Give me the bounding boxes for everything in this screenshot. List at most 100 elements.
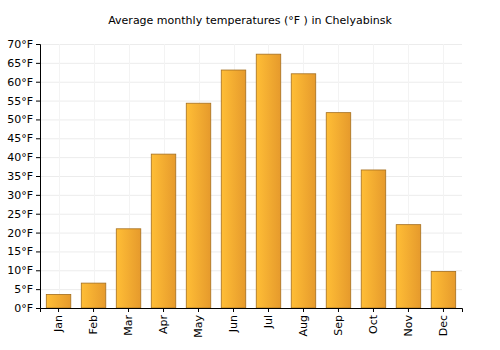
y-tick: 70°F xyxy=(7,38,40,51)
x-tick-mark xyxy=(93,308,94,312)
y-tick-mark xyxy=(36,157,40,158)
x-tick: Jun xyxy=(227,308,240,333)
grid-line xyxy=(40,101,462,102)
bar xyxy=(221,70,245,308)
y-tick: 25°F xyxy=(7,208,40,221)
y-tick-label: 0°F xyxy=(14,302,33,315)
y-tick-mark xyxy=(36,195,40,196)
y-tick: 10°F xyxy=(7,264,40,277)
x-tick-mark xyxy=(408,308,409,312)
x-axis-line xyxy=(41,309,463,313)
x-tick-mark xyxy=(58,308,59,312)
y-tick-label: 55°F xyxy=(7,95,33,108)
y-tick: 30°F xyxy=(7,189,40,202)
y-axis-line xyxy=(36,45,41,309)
x-tick-mark xyxy=(128,308,129,312)
x-tick-label: Sep xyxy=(332,315,345,336)
y-tick-label: 5°F xyxy=(14,283,33,296)
x-tick: Dec xyxy=(437,308,450,336)
y-tick-label: 20°F xyxy=(7,227,33,240)
y-tick-mark xyxy=(36,82,40,83)
y-tick-label: 15°F xyxy=(7,245,33,258)
y-tick: 55°F xyxy=(7,95,40,108)
x-tick: Jul xyxy=(262,308,275,329)
bar xyxy=(186,103,210,308)
grid-line xyxy=(40,138,462,139)
x-tick: Sep xyxy=(332,308,345,336)
y-tick: 50°F xyxy=(7,113,40,126)
bar xyxy=(396,225,420,308)
grid-line xyxy=(40,214,462,215)
x-tick-label: Feb xyxy=(87,315,100,334)
grid-line xyxy=(40,157,462,158)
y-tick-label: 70°F xyxy=(7,38,33,51)
grid-line xyxy=(40,44,462,45)
x-tick: Mar xyxy=(122,308,135,336)
y-tick: 45°F xyxy=(7,132,40,145)
y-tick-mark xyxy=(36,251,40,252)
bar xyxy=(431,271,455,308)
y-tick-mark xyxy=(36,308,40,309)
y-tick: 60°F xyxy=(7,76,40,89)
grid-line xyxy=(40,63,462,64)
y-tick-mark xyxy=(36,214,40,215)
y-tick-label: 35°F xyxy=(7,170,33,183)
x-tick-mark xyxy=(443,308,444,312)
bar xyxy=(256,54,280,308)
x-tick: May xyxy=(192,308,205,338)
y-tick: 20°F xyxy=(7,227,40,240)
x-tick-mark xyxy=(163,308,164,312)
plot: 0°F5°F10°F15°F20°F25°F30°F35°F40°F45°F50… xyxy=(7,38,462,338)
y-tick-label: 50°F xyxy=(7,113,33,126)
grid-line xyxy=(40,119,462,120)
x-tick-label: Aug xyxy=(297,315,310,336)
x-tick-mark xyxy=(233,308,234,312)
x-tick-mark xyxy=(198,308,199,312)
grid xyxy=(40,44,462,309)
bar xyxy=(46,294,70,308)
grid-line-vertical xyxy=(94,44,95,308)
x-tick: Aug xyxy=(297,308,310,336)
y-tick-label: 60°F xyxy=(7,76,33,89)
y-tick: 65°F xyxy=(7,57,40,70)
y-tick-label: 30°F xyxy=(7,189,33,202)
grid-line xyxy=(40,195,462,196)
y-tick: 0°F xyxy=(14,302,40,315)
y-tick-label: 45°F xyxy=(7,132,33,145)
x-tick-mark xyxy=(303,308,304,312)
x-tick: Feb xyxy=(87,308,100,334)
y-tick-mark xyxy=(36,233,40,234)
grid-line-vertical xyxy=(59,44,60,308)
grid-line-vertical xyxy=(443,44,444,308)
x-tick-label: May xyxy=(192,315,205,338)
x-tick: Nov xyxy=(402,308,415,336)
x-tick-label: Jul xyxy=(262,315,275,329)
bar xyxy=(291,74,315,308)
x-tick-label: Apr xyxy=(157,315,170,335)
y-tick-mark xyxy=(36,289,40,290)
y-tick-mark xyxy=(36,101,40,102)
y-tick-mark xyxy=(36,119,40,120)
x-tick-mark xyxy=(268,308,269,312)
y-tick-mark xyxy=(36,44,40,45)
y-tick-mark xyxy=(36,63,40,64)
y-axis: 0°F5°F10°F15°F20°F25°F30°F35°F40°F45°F50… xyxy=(7,38,40,315)
x-tick-label: Mar xyxy=(122,315,135,336)
chart: Average monthly temperatures (°F ) in Ch… xyxy=(0,0,500,350)
x-tick-label: Jun xyxy=(227,315,240,333)
x-tick-label: Nov xyxy=(402,315,415,337)
y-tick-mark xyxy=(36,138,40,139)
y-tick-mark xyxy=(36,270,40,271)
x-tick-label: Dec xyxy=(437,315,450,336)
x-tick-label: Jan xyxy=(52,315,65,333)
bar xyxy=(81,283,105,308)
y-tick-label: 65°F xyxy=(7,57,33,70)
y-tick-mark xyxy=(36,176,40,177)
bar xyxy=(116,229,140,308)
title: Average monthly temperatures (°F ) in Ch… xyxy=(108,14,392,27)
x-axis: JanFebMarAprMayJunJulAugSepOctNovDec xyxy=(41,308,463,338)
grid-line xyxy=(40,176,462,177)
y-tick-label: 10°F xyxy=(7,264,33,277)
x-tick-mark xyxy=(338,308,339,312)
bar xyxy=(326,113,350,308)
